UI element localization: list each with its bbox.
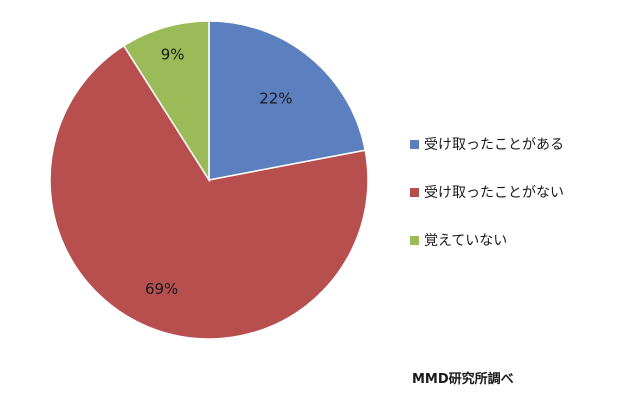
source-credit: MMD研究所調べ bbox=[412, 372, 514, 387]
legend-item-dont-remember: 覚えていない bbox=[410, 229, 564, 251]
data-label-dont-remember: 9% bbox=[161, 45, 185, 63]
legend-swatch-not-received bbox=[410, 187, 419, 197]
pie-slice-received bbox=[208, 20, 367, 181]
legend-item-received: 受け取ったことがある bbox=[410, 133, 564, 155]
data-label-received: 22% bbox=[259, 90, 292, 108]
legend-label-dont-remember: 覚えていない bbox=[424, 233, 508, 249]
legend-swatch-dont-remember bbox=[410, 235, 419, 245]
pie-slice-dont-remember bbox=[122, 20, 210, 183]
legend-label-received: 受け取ったことがある bbox=[424, 137, 564, 153]
legend-label-not-received: 受け取ったことがない bbox=[424, 185, 564, 201]
data-label-not-received: 69% bbox=[145, 280, 178, 298]
pie-slice-not-received bbox=[49, 44, 369, 340]
chart-legend: 受け取ったことがある 受け取ったことがない 覚えていない bbox=[410, 133, 564, 277]
legend-item-not-received: 受け取ったことがない bbox=[410, 181, 564, 203]
legend-swatch-received bbox=[410, 139, 419, 149]
